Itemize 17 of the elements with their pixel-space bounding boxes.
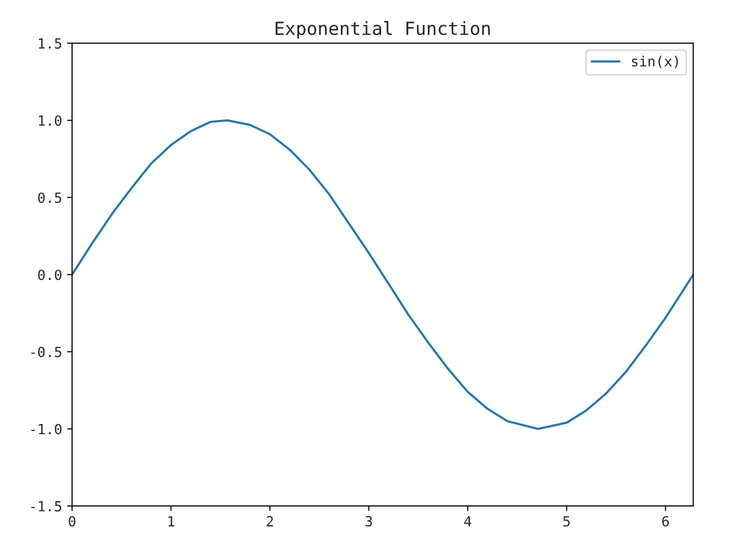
y-tick-label: 0.0 xyxy=(38,270,62,280)
x-tick-label: 2 xyxy=(266,516,273,526)
y-tick-label: -0.5 xyxy=(31,346,62,358)
x-tick-label: 5 xyxy=(563,516,570,527)
y-tick-label: -1.5 xyxy=(31,501,62,512)
line-series xyxy=(72,119,694,430)
y-tick-label: 1.0 xyxy=(38,115,62,126)
x-tick-label: 0 xyxy=(68,516,76,527)
chart-title: Exponential Function xyxy=(276,21,490,39)
x-tick-label: 6 xyxy=(662,516,669,527)
x-tick-label: 1 xyxy=(168,516,174,526)
y-tick-label: -1.0 xyxy=(31,424,62,434)
y-tick-label: 1.5 xyxy=(38,38,62,49)
x-tick-label: 4 xyxy=(464,516,472,526)
x-tick-label: 3 xyxy=(366,516,372,527)
legend-label: sin(x) xyxy=(632,56,678,68)
y-tick-label: 0.5 xyxy=(38,192,62,203)
